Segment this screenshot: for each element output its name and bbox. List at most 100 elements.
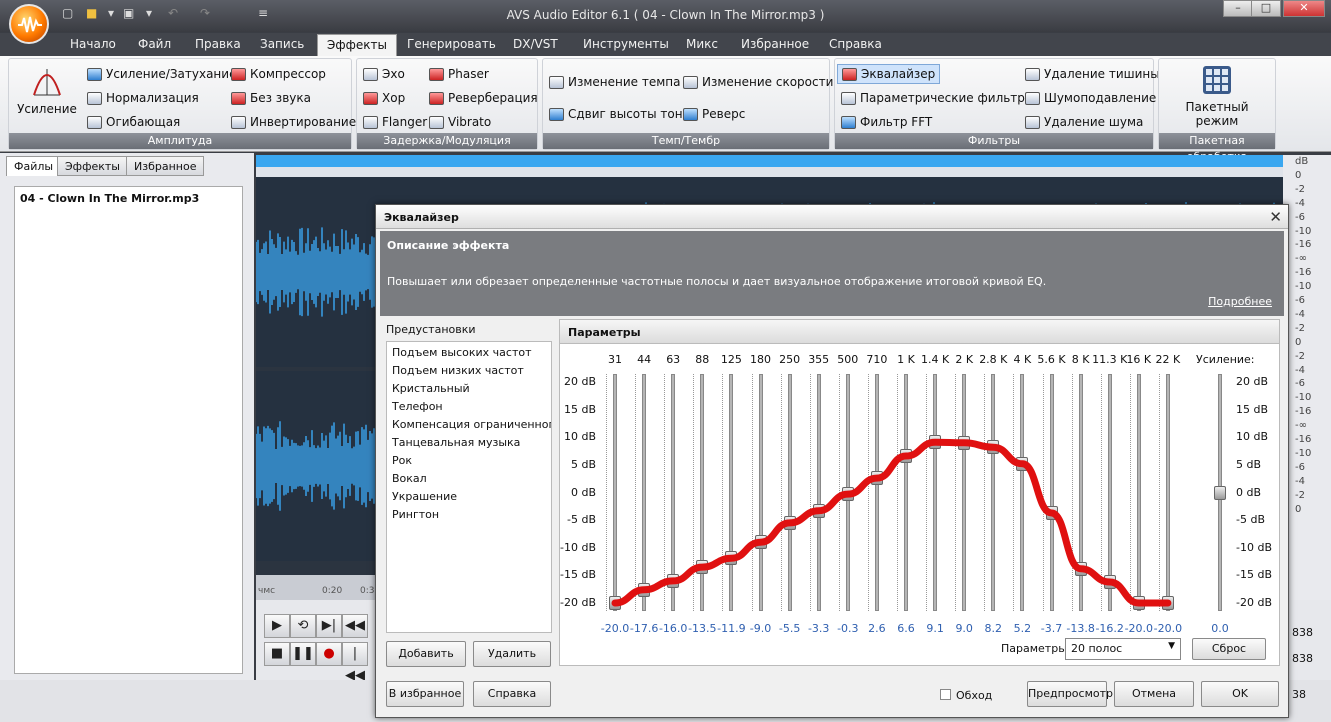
band-slider[interactable] bbox=[758, 374, 763, 611]
dropdown-icon[interactable]: ▾ bbox=[146, 6, 153, 20]
slider-thumb[interactable] bbox=[754, 535, 767, 550]
band-slider[interactable] bbox=[787, 374, 792, 611]
slider-thumb[interactable] bbox=[1016, 456, 1029, 471]
preset-item[interactable]: Компенсация ограниченного г bbox=[392, 418, 551, 431]
slider-thumb[interactable] bbox=[870, 471, 883, 486]
pitch-shift-button[interactable]: Сдвиг высоты тона bbox=[549, 107, 690, 121]
preset-item[interactable]: Рок bbox=[392, 454, 413, 467]
help-button[interactable]: Справка bbox=[473, 681, 551, 707]
remove-silence-button[interactable]: Удаление тишины bbox=[1025, 67, 1160, 81]
pause-icon[interactable]: ❚❚ bbox=[290, 642, 316, 666]
tab-files[interactable]: Файлы bbox=[6, 156, 62, 176]
envelope-button[interactable]: Огибающая bbox=[87, 115, 180, 129]
slider-thumb[interactable] bbox=[638, 582, 651, 597]
slider-thumb[interactable] bbox=[1103, 575, 1116, 589]
app-logo-icon[interactable] bbox=[9, 4, 49, 44]
band-slider[interactable] bbox=[933, 374, 938, 611]
band-slider[interactable] bbox=[1020, 374, 1025, 611]
slider-thumb[interactable] bbox=[900, 449, 912, 464]
parametric-filters-button[interactable]: Параметрические фильтры bbox=[841, 91, 1034, 105]
slider-thumb[interactable] bbox=[812, 503, 825, 518]
band-slider[interactable] bbox=[962, 374, 967, 611]
band-slider[interactable] bbox=[1136, 374, 1141, 611]
slider-thumb[interactable] bbox=[1132, 596, 1145, 610]
redo-icon[interactable]: ↷ bbox=[200, 6, 211, 20]
reverb-button[interactable]: Реверберация bbox=[429, 91, 538, 105]
bands-select[interactable]: 20 полос ▼ bbox=[1065, 638, 1181, 660]
preset-item[interactable]: Кристальный bbox=[392, 382, 470, 395]
dropdown-icon[interactable]: ▾ bbox=[108, 6, 115, 20]
preset-item[interactable]: Телефон bbox=[392, 400, 443, 413]
cancel-button[interactable]: Отмена bbox=[1114, 681, 1194, 707]
preset-item[interactable]: Рингтон bbox=[392, 508, 440, 521]
close-button[interactable]: ✕ bbox=[1283, 0, 1325, 17]
open-folder-icon[interactable]: ■ bbox=[86, 6, 98, 20]
gain-fade-button[interactable]: Усиление/Затухание bbox=[87, 67, 236, 81]
tab-help[interactable]: Справка bbox=[829, 37, 882, 51]
slider-thumb[interactable] bbox=[667, 573, 680, 588]
tab-effects[interactable]: Эффекты bbox=[317, 34, 397, 56]
change-tempo-button[interactable]: Изменение темпа bbox=[549, 75, 681, 89]
flanger-button[interactable]: Flanger bbox=[363, 115, 427, 129]
band-slider[interactable] bbox=[991, 374, 996, 611]
delete-preset-button[interactable]: Удалить bbox=[473, 641, 551, 667]
mute-button[interactable]: Без звука bbox=[231, 91, 311, 105]
noise-reduction-button[interactable]: Шумоподавление bbox=[1025, 91, 1156, 105]
echo-button[interactable]: Эхо bbox=[363, 67, 405, 81]
preset-item[interactable]: Подъем низких частот bbox=[392, 364, 524, 377]
slider-thumb[interactable] bbox=[783, 515, 796, 530]
play-icon[interactable]: ▶ bbox=[264, 614, 290, 638]
preset-item[interactable]: Танцевальная музыка bbox=[392, 436, 521, 449]
play-to-end-icon[interactable]: ▶| bbox=[316, 614, 342, 638]
new-file-icon[interactable]: ▢ bbox=[62, 6, 74, 20]
band-slider[interactable] bbox=[613, 374, 617, 611]
change-speed-button[interactable]: Изменение скорости bbox=[683, 75, 833, 89]
tab-effects-panel[interactable]: Эффекты bbox=[57, 156, 128, 176]
compressor-button[interactable]: Компрессор bbox=[231, 67, 326, 81]
band-slider[interactable] bbox=[642, 374, 647, 611]
file-item[interactable]: 04 - Clown In The Mirror.mp3 bbox=[20, 192, 200, 205]
reset-button[interactable]: Сброс bbox=[1192, 638, 1266, 660]
bypass-checkbox[interactable] bbox=[940, 689, 951, 700]
undo-icon[interactable]: ↶ bbox=[168, 6, 179, 20]
more-link[interactable]: Подробнее bbox=[1208, 295, 1272, 308]
vibrato-button[interactable]: Vibrato bbox=[429, 115, 491, 129]
maximize-button[interactable]: □ bbox=[1251, 0, 1281, 17]
slider-thumb[interactable] bbox=[696, 560, 709, 575]
band-slider[interactable] bbox=[1165, 374, 1170, 611]
tab-dxvst[interactable]: DX/VST bbox=[513, 37, 558, 51]
presets-list[interactable]: Подъем высоких частот Подъем низких часто… bbox=[386, 341, 552, 633]
band-slider[interactable] bbox=[729, 374, 734, 611]
rewind-icon[interactable]: ◀◀ bbox=[342, 614, 368, 638]
band-slider[interactable] bbox=[1049, 374, 1054, 611]
add-preset-button[interactable]: Добавить bbox=[386, 641, 466, 667]
go-to-start-icon[interactable]: |◀◀ bbox=[342, 642, 368, 683]
phaser-button[interactable]: Phaser bbox=[429, 67, 489, 81]
noise-removal-button[interactable]: Удаление шума bbox=[1025, 115, 1143, 129]
slider-thumb[interactable] bbox=[987, 440, 1000, 455]
slider-thumb[interactable] bbox=[1161, 596, 1174, 610]
slider-thumb[interactable] bbox=[841, 487, 854, 502]
dialog-close-icon[interactable]: ✕ bbox=[1269, 208, 1282, 226]
batch-mode-button[interactable]: Пакетный режим bbox=[1169, 65, 1265, 128]
slider-thumb[interactable] bbox=[929, 435, 942, 450]
tab-tools[interactable]: Инструменты bbox=[583, 37, 669, 51]
fft-filter-button[interactable]: Фильтр FFT bbox=[841, 115, 932, 129]
slider-thumb[interactable] bbox=[1074, 561, 1087, 576]
chorus-button[interactable]: Хор bbox=[363, 91, 405, 105]
slider-thumb[interactable] bbox=[958, 435, 971, 450]
band-slider[interactable] bbox=[904, 374, 908, 611]
gain-slider-thumb[interactable] bbox=[1214, 485, 1226, 500]
slider-thumb[interactable] bbox=[725, 551, 738, 566]
tab-file[interactable]: Файл bbox=[138, 37, 172, 51]
tab-favorites-panel[interactable]: Избранное bbox=[126, 156, 205, 176]
ok-button[interactable]: OK bbox=[1201, 681, 1279, 707]
tab-mix[interactable]: Микс bbox=[686, 37, 718, 51]
tab-generate[interactable]: Генерировать bbox=[407, 37, 496, 51]
band-slider[interactable] bbox=[816, 374, 821, 611]
stop-icon[interactable]: ■ bbox=[264, 642, 290, 666]
band-slider[interactable] bbox=[700, 374, 705, 611]
preset-item[interactable]: Украшение bbox=[392, 490, 458, 503]
equalizer-button[interactable]: Эквалайзер bbox=[837, 64, 941, 84]
band-slider[interactable] bbox=[874, 374, 879, 611]
